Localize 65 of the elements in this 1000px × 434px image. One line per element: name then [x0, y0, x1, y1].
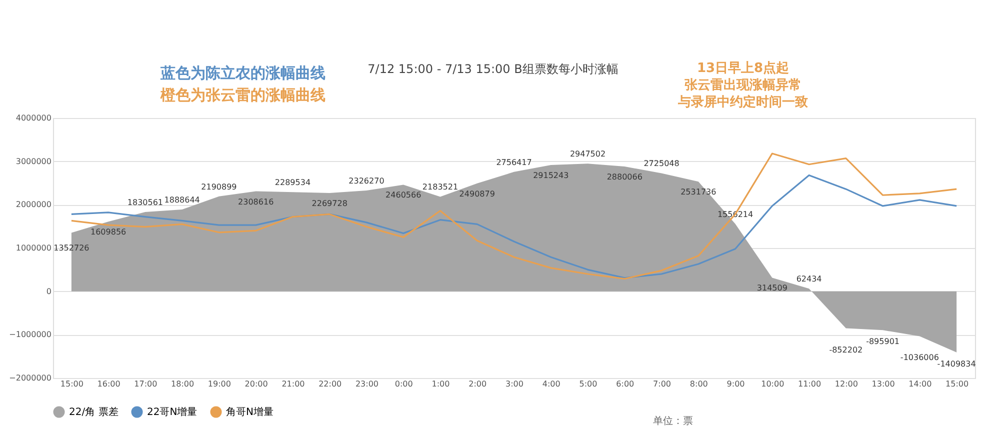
x-tick-label: 15:00	[60, 380, 84, 388]
x-tick-label: 2:00	[468, 380, 487, 388]
data-label: 1352726	[54, 244, 90, 253]
text: 13日早上8点起	[696, 60, 790, 76]
data-label: 2880066	[606, 172, 642, 182]
x-tick-label: 21:00	[282, 380, 305, 388]
data-label: 2183521	[422, 182, 458, 192]
text: 橙色为张云雷的涨幅曲线	[160, 86, 326, 104]
legend-label: 22哥N增量	[147, 406, 198, 418]
data-label: 62434	[796, 274, 822, 284]
x-tick-label: 11:00	[798, 380, 822, 388]
legend-label: 22/角 票差	[69, 406, 118, 418]
data-label: 2725048	[644, 159, 680, 168]
x-tick-label: 1:00	[432, 380, 450, 388]
x-tick-label: 5:00	[579, 380, 598, 388]
text: 与录屏中约定时间一致	[677, 94, 808, 110]
y-tick-label: 4000000	[16, 114, 52, 122]
x-tick-label: 14:00	[908, 380, 932, 388]
x-tick-label: 8:00	[690, 380, 708, 388]
text: 张云雷出现涨幅异常	[684, 78, 802, 93]
x-tick-label: 17:00	[134, 380, 158, 388]
data-label: 2460566	[386, 190, 422, 200]
x-tick-label: 9:00	[726, 380, 745, 388]
y-tick-label: −2000000	[9, 374, 52, 382]
x-tick-label: 12:00	[834, 380, 858, 388]
data-label: 2947502	[570, 150, 606, 159]
x-tick-label: 10:00	[761, 380, 784, 388]
data-label: 1609856	[90, 228, 126, 237]
x-tick-label: 16:00	[97, 380, 120, 388]
x-tick-label: 7:00	[653, 380, 672, 388]
data-label: 2289534	[274, 178, 311, 188]
data-label: 2915243	[533, 171, 569, 180]
data-label: -852202	[829, 345, 863, 354]
data-label: 2756417	[496, 158, 532, 167]
y-tick-label: 3000000	[16, 156, 52, 166]
x-tick-label: 20:00	[244, 380, 268, 388]
x-tick-label: 3:00	[506, 380, 524, 388]
x-tick-label: 15:00	[946, 380, 969, 388]
legend-label: 角哥N增量	[226, 406, 274, 418]
x-tick-label: 23:00	[355, 380, 379, 388]
y-tick-label: 1000000	[16, 244, 52, 252]
y-tick-label: 0	[46, 286, 52, 296]
x-tick-label: 0:00	[394, 380, 413, 388]
data-label: 1888644	[164, 195, 200, 204]
data-label: 2326270	[348, 176, 384, 186]
data-label: -1036006	[900, 353, 939, 362]
data-label: -895901	[866, 337, 900, 346]
text: 单位：票	[653, 415, 693, 427]
y-tick-label: −1000000	[9, 330, 52, 340]
data-label: 2308616	[238, 197, 274, 206]
x-tick-label: 19:00	[208, 380, 231, 388]
data-label: -1409834	[937, 359, 976, 368]
data-label: 2269728	[312, 198, 348, 208]
x-tick-label: 18:00	[171, 380, 194, 388]
text: 蓝色为陈立农的涨幅曲线	[160, 64, 326, 82]
y-tick-label: 2000000	[16, 200, 52, 210]
x-tick-label: 6:00	[616, 380, 634, 388]
chart-title: 7/12 15:00 - 7/13 15:00 B组票数每小时涨幅	[368, 62, 618, 76]
data-label: 1830561	[127, 198, 164, 208]
x-tick-label: 13:00	[872, 380, 895, 388]
data-label: 2190899	[201, 182, 237, 192]
data-label: 2490879	[459, 189, 495, 198]
data-label: 314509	[756, 284, 788, 293]
x-tick-label: 4:00	[542, 380, 560, 388]
x-tick-label: 22:00	[318, 380, 342, 388]
